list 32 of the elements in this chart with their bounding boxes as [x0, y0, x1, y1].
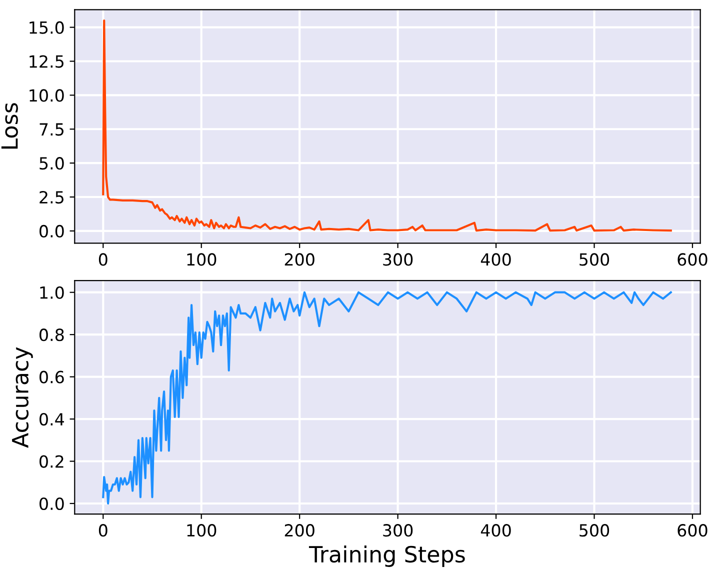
x-tick-label: 600 [678, 253, 708, 266]
y-tick-label: 0.0 [40, 224, 64, 238]
y-tick-label: 15.0 [30, 21, 64, 34]
y-axis-title: Accuracy [12, 347, 33, 448]
y-tick-label: 0.6 [40, 370, 64, 384]
y-tick-label: 12.5 [30, 55, 64, 68]
line-series [102, 291, 672, 505]
y-tick-label: 0.4 [40, 412, 64, 426]
y-tick-label: 0.8 [40, 328, 64, 342]
x-tick-label: 0 [98, 524, 108, 537]
y-tick-label: 2.5 [40, 190, 64, 204]
x-tick-label: 500 [580, 253, 610, 266]
x-tick-label: 300 [383, 524, 413, 537]
x-tick-label: 400 [480, 253, 511, 266]
x-tick-label: 500 [580, 524, 610, 537]
y-tick-label: 0.2 [40, 455, 64, 468]
y-tick-label: 1.0 [40, 286, 64, 299]
x-tick-label: 200 [284, 524, 314, 537]
x-tick-label: 100 [187, 253, 216, 266]
y-tick-label: 0.0 [40, 497, 64, 510]
x-tick-label: 100 [187, 524, 216, 537]
x-tick-label: 0 [98, 253, 108, 266]
x-tick-label: 200 [284, 253, 314, 266]
x-tick-label: 400 [480, 524, 511, 537]
y-tick-label: 10.0 [30, 89, 64, 102]
y-axis-title: Loss [1, 103, 18, 149]
line-series [102, 19, 672, 232]
x-tick-label: 300 [383, 253, 413, 266]
x-axis-title: Training Steps [308, 545, 465, 567]
x-tick-label: 600 [678, 524, 708, 537]
y-tick-label: 5.0 [40, 157, 64, 170]
y-tick-label: 7.5 [40, 123, 64, 136]
